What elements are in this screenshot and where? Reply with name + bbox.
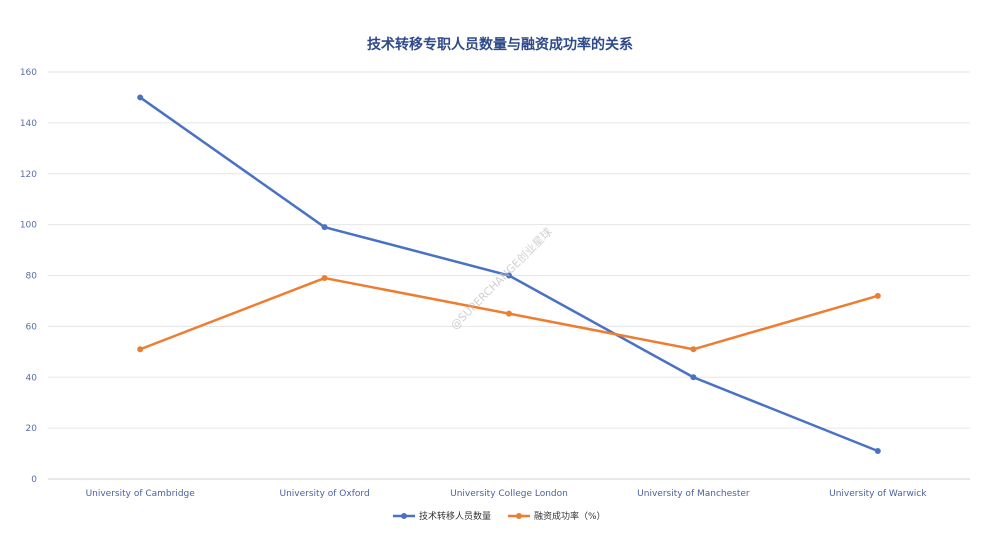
legend-swatch-marker	[516, 513, 522, 519]
y-tick-label: 60	[26, 322, 38, 332]
data-point	[321, 224, 328, 231]
x-category-label: University of Oxford	[280, 489, 370, 499]
data-point	[874, 448, 881, 455]
data-point	[321, 275, 328, 282]
data-point	[690, 374, 697, 381]
y-tick-label: 100	[20, 221, 37, 231]
x-category-label: University of Warwick	[829, 489, 927, 499]
y-tick-label: 140	[20, 119, 37, 129]
y-tick-label: 0	[31, 475, 37, 485]
x-category-label: University of Cambridge	[86, 489, 196, 499]
data-point	[137, 94, 144, 101]
y-tick-label: 120	[20, 170, 37, 180]
x-category-label: University College London	[450, 489, 568, 499]
y-tick-label: 80	[26, 272, 38, 282]
x-axis-categories: University of Cambridge University of Oxf…	[86, 489, 928, 499]
legend-label: 融资成功率（%）	[534, 510, 606, 522]
y-tick-label: 40	[26, 373, 38, 383]
y-tick-label: 160	[20, 68, 37, 78]
series-lines	[137, 94, 881, 455]
legend-label: 技术转移人员数量	[419, 510, 491, 522]
data-point	[137, 346, 144, 353]
legend-swatch-marker	[401, 513, 407, 519]
data-point	[874, 292, 881, 299]
y-axis-ticks: 0 20 40 60 80 100 120 140 160	[20, 68, 37, 485]
y-tick-label: 20	[26, 424, 38, 434]
data-point	[506, 310, 512, 317]
chart-title: 技术转移专职人员数量与融资成功率的关系	[367, 36, 633, 53]
x-category-label: University of Manchester	[637, 489, 750, 499]
legend: 技术转移人员数量 融资成功率（%）	[393, 510, 606, 522]
data-point	[506, 272, 512, 279]
watermark: @SUPERCHANGE创业星球	[447, 225, 554, 332]
data-point	[690, 346, 697, 353]
